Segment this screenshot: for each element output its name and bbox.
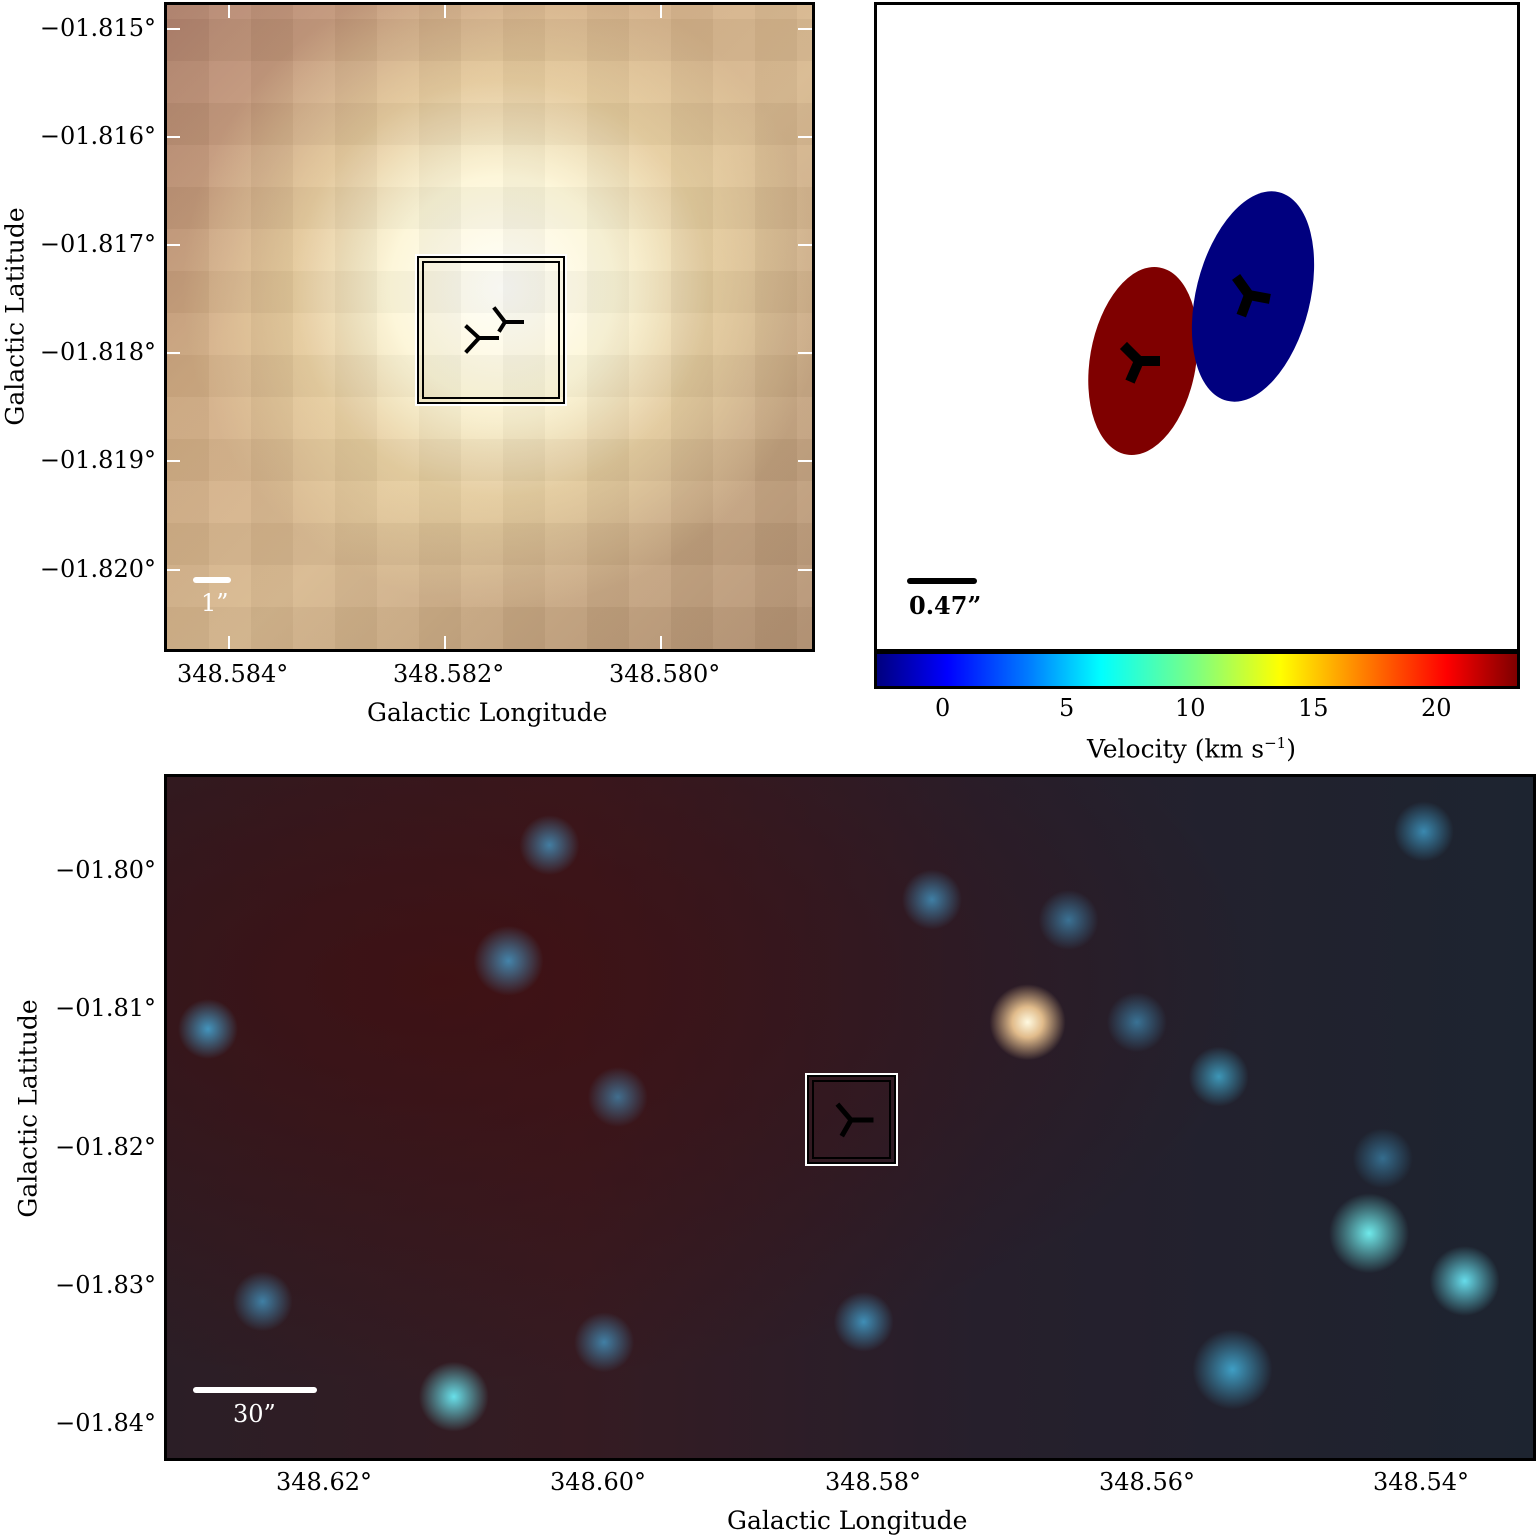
scale-bar	[193, 577, 231, 583]
x-tick-label: 348.584°	[177, 660, 289, 688]
maser-marker-icon	[492, 306, 524, 333]
y-tick-label: −01.817°	[39, 230, 156, 258]
colorbar-tick-label: 15	[1298, 694, 1329, 722]
x-tick-label: 348.56°	[1099, 1468, 1195, 1496]
x-tick-label: 348.580°	[609, 660, 721, 688]
y-tick-label: −01.84°	[55, 1409, 156, 1437]
wide-field-image-panel: 30”	[164, 774, 1536, 1461]
colorbar-title: Velocity (km s−1)	[1087, 734, 1296, 764]
y-tick-label: −01.82°	[55, 1133, 156, 1161]
maser-marker-icon	[464, 324, 499, 354]
maser-marker-icon	[835, 1102, 874, 1138]
x-axis-title: Galactic Longitude	[367, 698, 608, 727]
colorbar-tick-label: 20	[1421, 694, 1452, 722]
scale-bar	[193, 1387, 317, 1393]
x-tick-label: 348.54°	[1373, 1468, 1469, 1496]
velocity-colorbar	[874, 651, 1520, 689]
target-box	[415, 254, 567, 406]
scale-bar	[907, 578, 977, 584]
x-tick-label: 348.62°	[276, 1468, 372, 1496]
velocity-map-panel: 0.47”	[874, 2, 1520, 652]
y-tick-label: −01.816°	[39, 122, 156, 150]
y-tick-label: −01.815°	[39, 14, 156, 42]
maser-markers	[835, 1102, 874, 1138]
x-tick-label: 348.60°	[550, 1468, 646, 1496]
x-tick-label: 348.58°	[825, 1468, 921, 1496]
zoom-image-panel: 1”	[164, 2, 815, 652]
y-tick-label: −01.80°	[55, 856, 156, 884]
maser-markers	[464, 306, 524, 354]
colorbar-tick-label: 10	[1175, 694, 1206, 722]
colorbar-tick-label: 0	[935, 694, 951, 722]
y-axis-title: Galactic Latitude	[0, 207, 30, 426]
scale-label: 0.47”	[909, 591, 982, 620]
x-tick-label: 348.582°	[393, 660, 505, 688]
y-tick-label: −01.818°	[39, 338, 156, 366]
maser-marker-icon	[1119, 341, 1160, 384]
colorbar-tick-label: 5	[1059, 694, 1075, 722]
pixel-grid	[167, 5, 812, 649]
y-tick-label: −01.820°	[39, 555, 156, 583]
target-box	[805, 1073, 898, 1166]
scale-label: 30”	[233, 1400, 276, 1428]
scale-label: 1”	[201, 589, 229, 617]
maser-markers	[1119, 274, 1271, 384]
maser-marker-icon	[1232, 274, 1271, 318]
x-axis-title: Galactic Longitude	[727, 1506, 968, 1535]
y-tick-label: −01.81°	[55, 994, 156, 1022]
y-tick-label: −01.83°	[55, 1271, 156, 1299]
y-axis-title: Galactic Latitude	[13, 999, 43, 1218]
y-tick-label: −01.819°	[39, 446, 156, 474]
